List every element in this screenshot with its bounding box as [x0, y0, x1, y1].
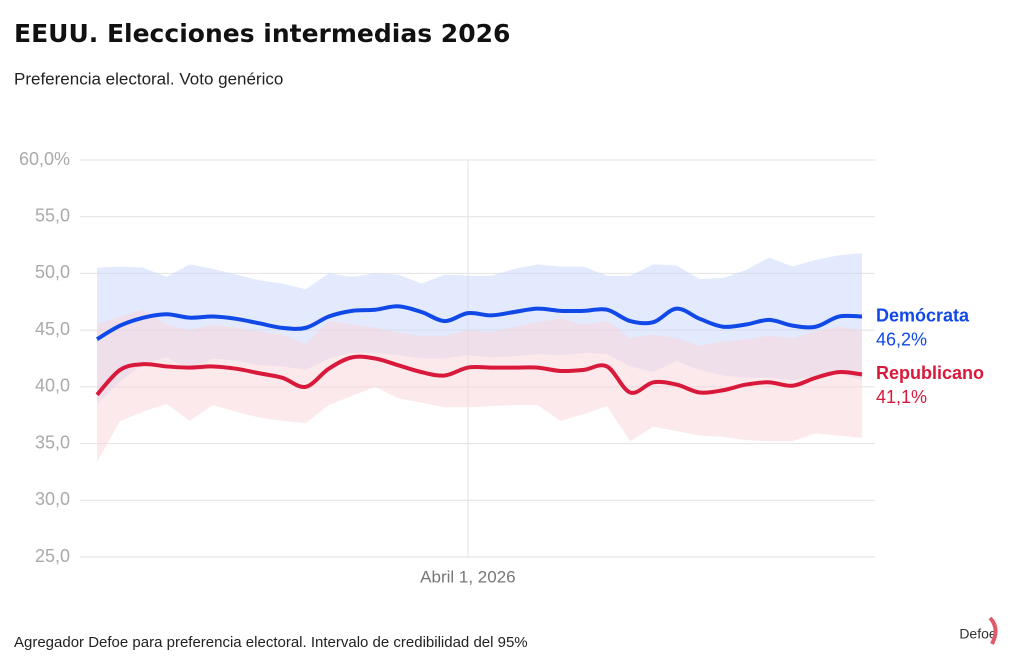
y-tick-label: 55,0 — [35, 205, 70, 225]
source-note: Agregador Defoe para preferencia elector… — [14, 634, 528, 651]
chart-title: EEUU. Elecciones intermedias 2026 — [14, 19, 510, 48]
logo: Defoe — [959, 626, 997, 642]
y-tick-label: 35,0 — [35, 432, 70, 452]
y-tick-label: 50,0 — [35, 262, 70, 282]
credible-band — [97, 309, 862, 462]
legend-label: Demócrata — [876, 305, 970, 325]
logo-mark — [988, 616, 998, 645]
y-tick-label: 40,0 — [35, 376, 70, 396]
series-line — [95, 304, 863, 341]
y-tick-label: 60,0% — [19, 149, 70, 169]
chart-subtitle: Preferencia electoral. Voto genérico — [14, 69, 283, 88]
legend-label: Republicano — [876, 363, 984, 383]
x-tick-label: Abril 1, 2026 — [420, 567, 515, 586]
end-value-label: 41,1% — [876, 387, 927, 407]
y-tick-label: 25,0 — [35, 546, 70, 566]
y-tick-label: 45,0 — [35, 319, 70, 339]
end-value-label: 46,2% — [876, 329, 927, 349]
series-line — [95, 354, 863, 397]
y-tick-label: 30,0 — [35, 489, 70, 509]
